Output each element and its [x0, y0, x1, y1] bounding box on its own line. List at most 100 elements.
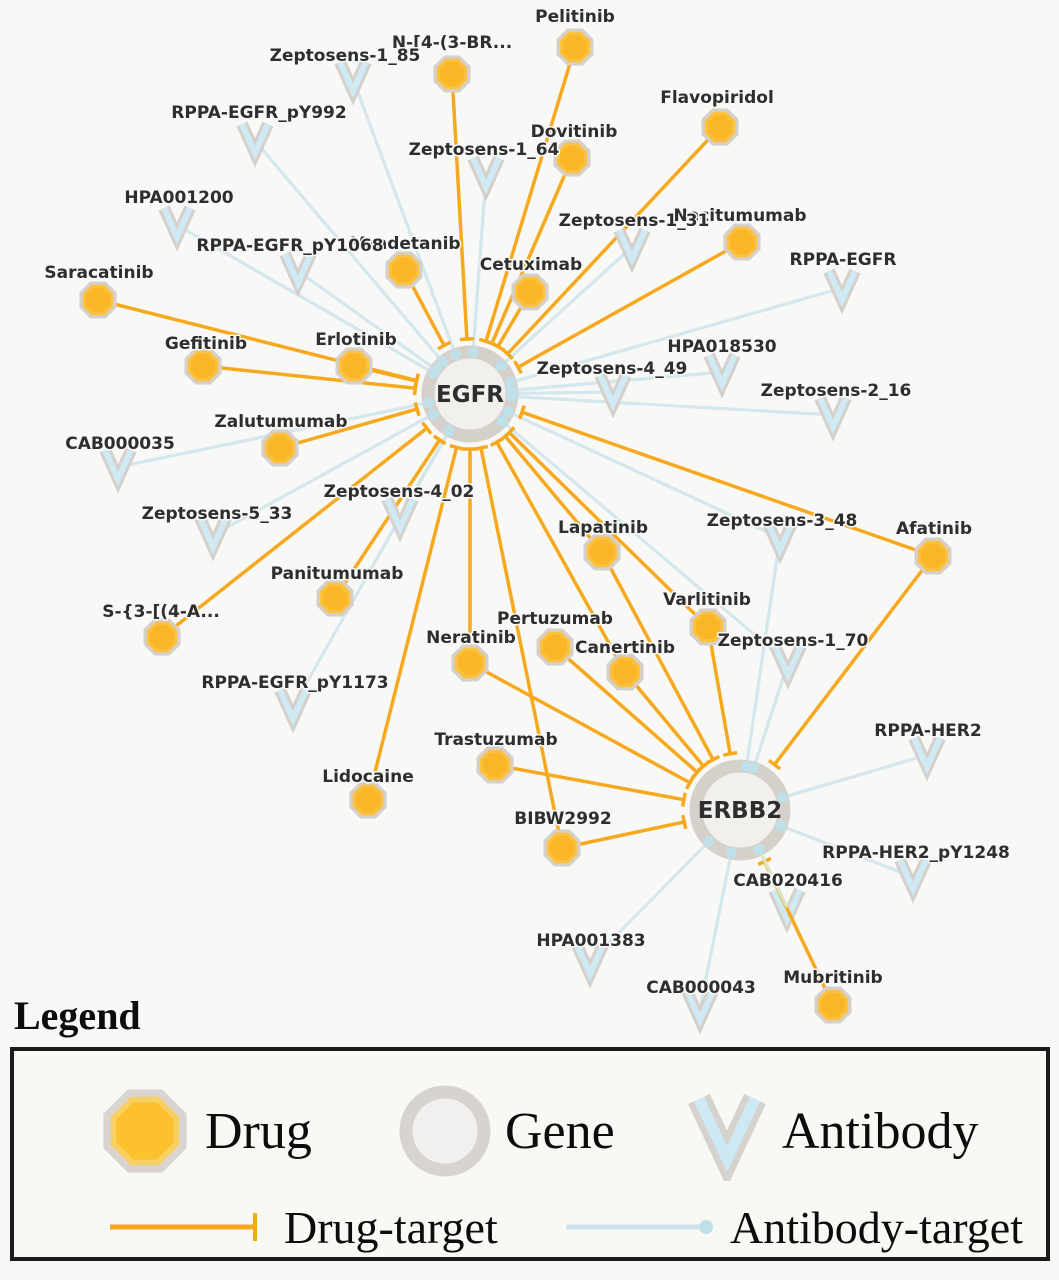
- drug-node[interactable]: [349, 781, 387, 819]
- drug-edge-tbar: [722, 750, 738, 757]
- node-label: Mubritinib: [783, 968, 882, 988]
- drug-target-edge: [450, 73, 469, 340]
- top-edges: [753, 844, 835, 1006]
- node-label: Zalutumumab: [214, 412, 347, 432]
- edge-anchor-dots: [423, 346, 788, 859]
- node-label: Vandetanib: [351, 234, 460, 254]
- drug-node[interactable]: [184, 347, 222, 385]
- drug-node[interactable]: [335, 347, 373, 385]
- drug-edge-tbar: [503, 426, 516, 439]
- drug-node[interactable]: [583, 533, 621, 571]
- node-label: Pelitinib: [535, 7, 615, 27]
- antibody-edge-dot: [427, 408, 439, 420]
- drug-edge-tbar: [513, 360, 523, 375]
- antibody-node[interactable]: [194, 515, 232, 562]
- antibody-node[interactable]: [761, 518, 799, 565]
- node-label: N-[4-(3-BR...: [392, 33, 512, 53]
- node-label: Lidocaine: [322, 767, 414, 787]
- node-label: Zeptosens-4_49: [537, 359, 688, 379]
- drug-node[interactable]: [553, 139, 591, 177]
- drug-edge-tbar: [473, 444, 489, 452]
- node-label: Erlotinib: [315, 330, 397, 350]
- drug-target-edge: [600, 551, 715, 761]
- antibody-edge-dot: [443, 425, 455, 437]
- drug-target-edge: [706, 626, 732, 755]
- gene-node-egfr[interactable]: EGFR: [421, 345, 519, 443]
- node-label: HPA001383: [536, 931, 645, 951]
- antibody-node[interactable]: [769, 643, 807, 690]
- antibody-target-edge: [471, 174, 488, 353]
- drug-target-edge: [494, 763, 685, 802]
- antibody-node[interactable]: [613, 227, 651, 274]
- node-label: Zeptosens-1_70: [718, 631, 869, 651]
- drug-node[interactable]: [433, 55, 471, 93]
- drug-edge-tbar: [681, 814, 688, 830]
- drug-edge-tbar: [680, 792, 687, 807]
- drug-target-edge: [202, 364, 416, 391]
- node-label: Dovitinib: [531, 122, 618, 142]
- drug-node[interactable]: [536, 628, 574, 666]
- drug-node[interactable]: [814, 986, 852, 1024]
- antibody-edge-dot: [776, 792, 788, 804]
- antibody-node[interactable]: [894, 857, 932, 904]
- node-label: Necitumumab: [673, 206, 806, 226]
- antibody-node[interactable]: [158, 205, 196, 252]
- drug-node[interactable]: [606, 653, 644, 691]
- antibody-node[interactable]: [768, 887, 806, 934]
- drug-node[interactable]: [79, 281, 117, 319]
- drug-edge-tbar: [489, 437, 504, 447]
- drug-node[interactable]: [723, 223, 761, 261]
- antibody-target-edge: [509, 286, 843, 385]
- antibody-node[interactable]: [236, 121, 274, 168]
- node-label: Panitumumab: [271, 564, 404, 584]
- node-label: Zeptosens-1_64: [409, 140, 560, 160]
- node-label: CAB000035: [65, 434, 175, 454]
- drug-node[interactable]: [316, 579, 354, 617]
- antibody-node[interactable]: [571, 942, 609, 989]
- drug-node[interactable]: [689, 608, 727, 646]
- drug-node[interactable]: [701, 108, 739, 146]
- gene-nodes: EGFR ERBB2: [421, 345, 791, 861]
- antibody-edge-dot: [775, 820, 787, 832]
- antibody-edge-dot: [725, 847, 737, 859]
- node-label: Neratinib: [426, 628, 516, 648]
- drug-nodes: [79, 28, 952, 1024]
- drug-node[interactable]: [914, 537, 952, 575]
- drug-target-edge: [623, 670, 705, 768]
- drug-node[interactable]: [385, 251, 423, 289]
- antibody-node[interactable]: [274, 687, 312, 734]
- antibody-target-edge: [752, 662, 790, 769]
- antibody-node[interactable]: [681, 988, 719, 1035]
- antibody-node[interactable]: [908, 735, 946, 782]
- drug-target-edge: [279, 407, 418, 450]
- drug-node[interactable]: [556, 28, 594, 66]
- antibody-node[interactable]: [381, 496, 419, 543]
- drug-node[interactable]: [451, 644, 489, 682]
- antibody-target-edge: [297, 269, 437, 371]
- drug-node[interactable]: [261, 429, 299, 467]
- antibody-node[interactable]: [334, 59, 372, 106]
- antibody-node[interactable]: [814, 395, 852, 442]
- node-label: Cetuximab: [480, 255, 582, 275]
- drug-edge-tbar: [490, 341, 505, 352]
- antibody-node[interactable]: [703, 352, 741, 399]
- drug-node[interactable]: [476, 746, 514, 784]
- drug-node[interactable]: [543, 829, 581, 867]
- drug-node[interactable]: [143, 618, 181, 656]
- antibody-node[interactable]: [594, 372, 632, 419]
- drug-node[interactable]: [511, 273, 549, 311]
- drug-edges: [97, 46, 935, 850]
- antibody-node[interactable]: [467, 155, 505, 202]
- node-label: HPA001200: [124, 188, 233, 208]
- antibody-target-edge: [212, 412, 434, 537]
- antibody-node[interactable]: [99, 447, 137, 494]
- node-label: RPPA-EGFR_pY992: [171, 103, 346, 123]
- antibody-target-edge: [507, 410, 781, 540]
- node-label: S-{3-[(4-A...: [102, 602, 220, 622]
- legend-antibody-label: Antibody: [782, 1102, 979, 1160]
- gene-node-erbb2[interactable]: ERBB2: [689, 759, 791, 861]
- antibody-node[interactable]: [279, 251, 317, 298]
- antibody-node[interactable]: [823, 268, 861, 315]
- node-label: BIBW2992: [514, 809, 611, 829]
